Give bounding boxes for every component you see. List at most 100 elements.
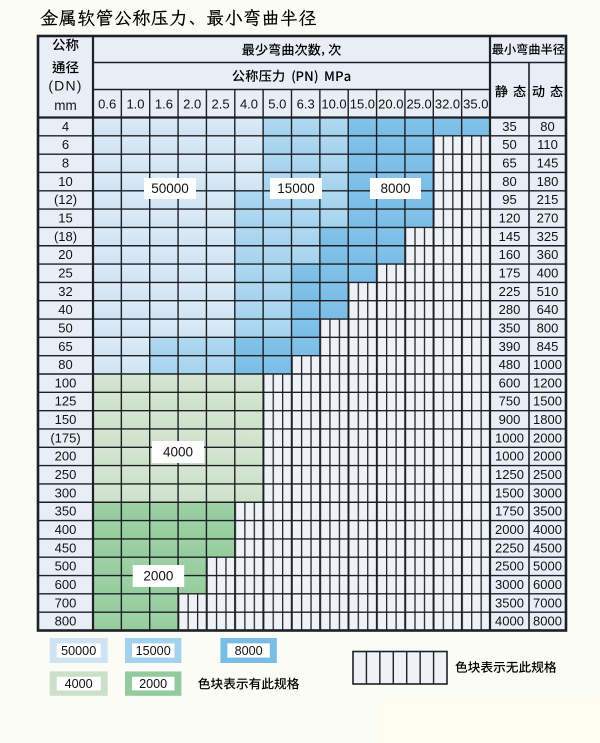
svg-text:600: 600 bbox=[499, 375, 521, 390]
svg-text:6.3: 6.3 bbox=[297, 96, 315, 111]
svg-text:4000: 4000 bbox=[163, 445, 193, 460]
svg-text:6: 6 bbox=[62, 137, 69, 152]
svg-text:1000: 1000 bbox=[495, 430, 524, 445]
svg-text:40: 40 bbox=[58, 302, 72, 317]
svg-text:2500: 2500 bbox=[533, 467, 562, 482]
svg-text:640: 640 bbox=[537, 302, 559, 317]
svg-text:0.6: 0.6 bbox=[98, 96, 116, 111]
svg-text:175: 175 bbox=[499, 266, 521, 281]
svg-text:1500: 1500 bbox=[495, 485, 524, 500]
svg-text:450: 450 bbox=[55, 540, 77, 555]
svg-text:8: 8 bbox=[62, 156, 69, 171]
svg-text:3500: 3500 bbox=[533, 504, 562, 519]
svg-text:1000: 1000 bbox=[533, 357, 562, 372]
svg-text:390: 390 bbox=[499, 339, 521, 354]
svg-text:25: 25 bbox=[58, 266, 72, 281]
svg-text:145: 145 bbox=[499, 229, 521, 244]
svg-text:20.0: 20.0 bbox=[378, 96, 403, 111]
svg-text:360: 360 bbox=[537, 247, 559, 262]
svg-text:4000: 4000 bbox=[495, 614, 524, 629]
svg-text:80: 80 bbox=[502, 174, 516, 189]
svg-text:145: 145 bbox=[537, 156, 559, 171]
svg-text:15.0: 15.0 bbox=[350, 96, 375, 111]
svg-text:2000: 2000 bbox=[139, 677, 167, 691]
svg-text:80: 80 bbox=[540, 119, 554, 134]
svg-text:215: 215 bbox=[537, 192, 559, 207]
svg-text:(175): (175) bbox=[50, 430, 80, 445]
svg-text:8000: 8000 bbox=[235, 644, 263, 658]
svg-text:50: 50 bbox=[502, 137, 516, 152]
svg-text:350: 350 bbox=[499, 320, 521, 335]
svg-text:15: 15 bbox=[58, 211, 72, 226]
svg-text:480: 480 bbox=[499, 357, 521, 372]
svg-text:4000: 4000 bbox=[533, 522, 562, 537]
svg-text:4000: 4000 bbox=[65, 677, 93, 691]
svg-text:1.6: 1.6 bbox=[155, 96, 173, 111]
svg-text:mm: mm bbox=[54, 98, 77, 113]
svg-text:800: 800 bbox=[537, 320, 559, 335]
svg-text:4.0: 4.0 bbox=[240, 96, 258, 111]
svg-text:350: 350 bbox=[55, 504, 77, 519]
svg-text:280: 280 bbox=[499, 302, 521, 317]
svg-text:2000: 2000 bbox=[533, 449, 562, 464]
svg-text:25.0: 25.0 bbox=[406, 96, 431, 111]
svg-text:32.0: 32.0 bbox=[435, 96, 460, 111]
svg-text:(12): (12) bbox=[54, 192, 77, 207]
svg-text:2.5: 2.5 bbox=[212, 96, 230, 111]
svg-text:8000: 8000 bbox=[380, 181, 410, 196]
svg-text:(DN): (DN) bbox=[48, 78, 82, 94]
svg-text:1.0: 1.0 bbox=[126, 96, 144, 111]
svg-text:250: 250 bbox=[55, 467, 77, 482]
svg-text:5000: 5000 bbox=[533, 559, 562, 574]
svg-text:1200: 1200 bbox=[533, 375, 562, 390]
svg-text:270: 270 bbox=[537, 211, 559, 226]
svg-text:95: 95 bbox=[502, 192, 516, 207]
svg-text:800: 800 bbox=[55, 614, 77, 629]
svg-text:4500: 4500 bbox=[533, 540, 562, 555]
svg-text:50000: 50000 bbox=[151, 181, 189, 196]
svg-text:50: 50 bbox=[58, 320, 72, 335]
svg-text:6000: 6000 bbox=[533, 577, 562, 592]
svg-text:300: 300 bbox=[55, 485, 77, 500]
svg-text:15000: 15000 bbox=[277, 181, 315, 196]
svg-text:80: 80 bbox=[58, 357, 72, 372]
svg-text:5.0: 5.0 bbox=[268, 96, 286, 111]
svg-text:160: 160 bbox=[499, 247, 521, 262]
svg-text:32: 32 bbox=[58, 284, 72, 299]
svg-text:1000: 1000 bbox=[495, 449, 524, 464]
svg-text:20: 20 bbox=[58, 247, 72, 262]
svg-text:500: 500 bbox=[55, 559, 77, 574]
svg-text:845: 845 bbox=[537, 339, 559, 354]
svg-text:65: 65 bbox=[502, 156, 516, 171]
svg-text:7000: 7000 bbox=[533, 595, 562, 610]
svg-text:2.0: 2.0 bbox=[183, 96, 201, 111]
svg-text:2000: 2000 bbox=[495, 522, 524, 537]
svg-text:700: 700 bbox=[55, 595, 77, 610]
svg-text:50000: 50000 bbox=[61, 644, 96, 658]
svg-text:600: 600 bbox=[55, 577, 77, 592]
svg-text:100: 100 bbox=[55, 375, 77, 390]
svg-text:8000: 8000 bbox=[533, 614, 562, 629]
svg-text:1800: 1800 bbox=[533, 412, 562, 427]
svg-text:1750: 1750 bbox=[495, 504, 524, 519]
svg-text:10: 10 bbox=[58, 174, 72, 189]
svg-text:200: 200 bbox=[55, 449, 77, 464]
svg-text:180: 180 bbox=[537, 174, 559, 189]
svg-text:10.0: 10.0 bbox=[321, 96, 346, 111]
svg-text:400: 400 bbox=[55, 522, 77, 537]
svg-text:325: 325 bbox=[537, 229, 559, 244]
svg-text:750: 750 bbox=[499, 394, 521, 409]
svg-text:2000: 2000 bbox=[533, 430, 562, 445]
svg-text:3000: 3000 bbox=[533, 485, 562, 500]
svg-text:120: 120 bbox=[499, 211, 521, 226]
svg-text:35.0: 35.0 bbox=[463, 96, 488, 111]
svg-text:125: 125 bbox=[55, 394, 77, 409]
svg-text:4: 4 bbox=[62, 119, 69, 134]
svg-text:1250: 1250 bbox=[495, 467, 524, 482]
svg-text:2250: 2250 bbox=[495, 540, 524, 555]
svg-text:2500: 2500 bbox=[495, 559, 524, 574]
svg-text:225: 225 bbox=[499, 284, 521, 299]
svg-text:3000: 3000 bbox=[495, 577, 524, 592]
svg-text:35: 35 bbox=[502, 119, 516, 134]
svg-text:2000: 2000 bbox=[143, 569, 173, 584]
